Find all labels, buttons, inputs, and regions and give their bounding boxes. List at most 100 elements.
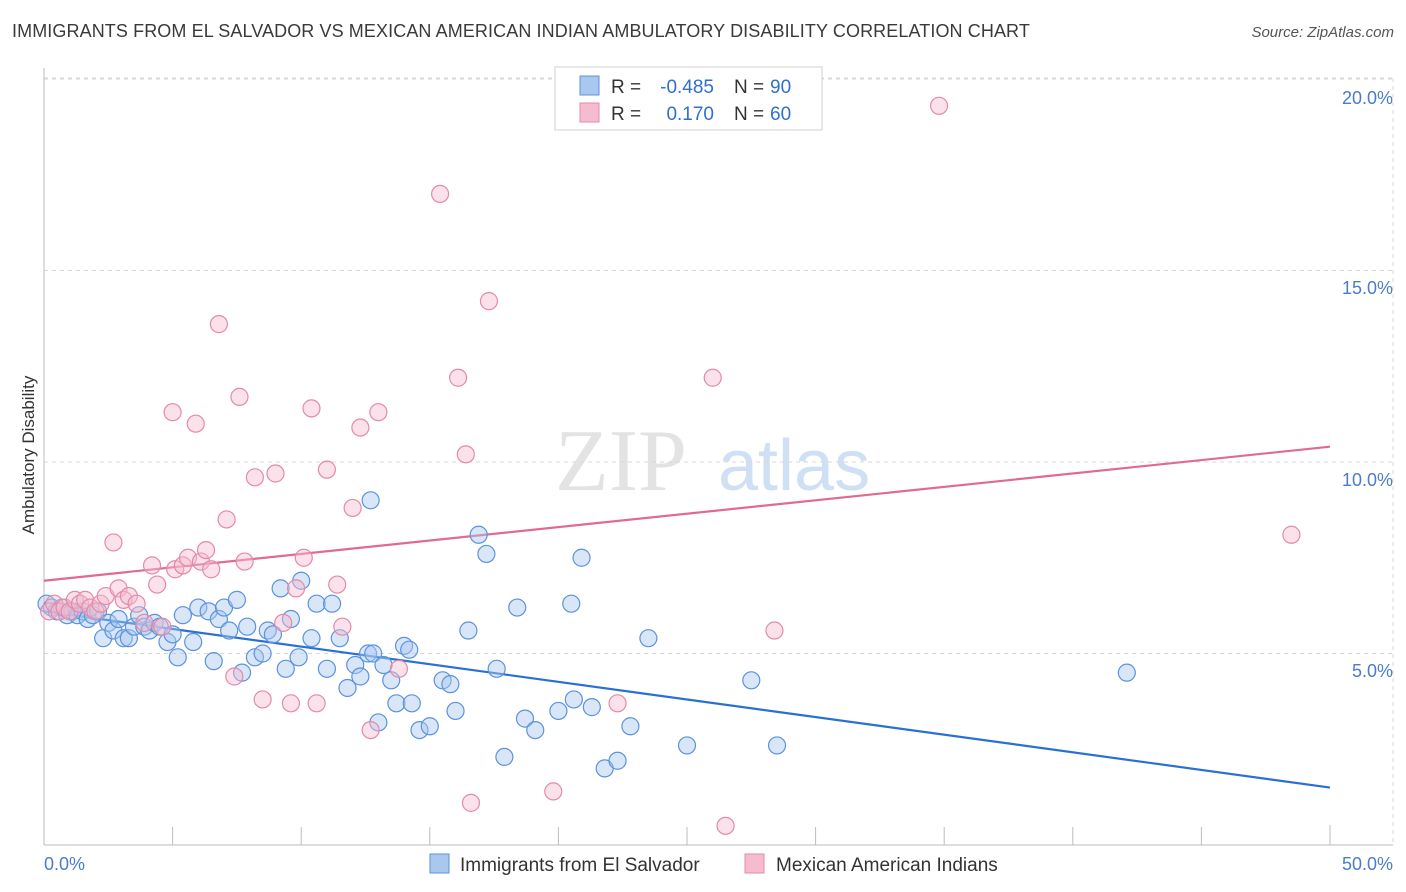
series-legend-label-blue: Immigrants from El Salvador	[460, 855, 700, 876]
point-mexican-american-indian-12	[104, 533, 123, 552]
point-salvador-73	[515, 709, 535, 728]
stats-legend: R = -0.485 N = 90 R = 0.170 N = 60	[554, 66, 823, 131]
point-mexican-american-indian-20	[153, 617, 172, 636]
point-salvador-41	[271, 579, 290, 598]
point-salvador-62	[410, 720, 429, 740]
point-salvador-31	[209, 609, 228, 629]
point-mexican-american-indian-49	[369, 403, 388, 422]
point-salvador-87	[767, 736, 787, 755]
point-salvador-81	[608, 751, 627, 770]
point-mexican-american-indian-47	[351, 418, 370, 437]
x-tick-label-min: 0.0%	[44, 854, 85, 874]
axes	[43, 68, 1393, 846]
point-mexican-american-indian-21	[163, 403, 182, 422]
point-mexican-american-indian-29	[209, 315, 228, 334]
point-mexican-american-indian-30	[217, 510, 236, 529]
point-salvador-79	[582, 698, 601, 717]
point-salvador-76	[562, 594, 581, 613]
point-salvador-25	[168, 648, 187, 667]
point-mexican-american-indian-26	[191, 552, 210, 571]
point-mexican-american-indian-43	[317, 460, 337, 479]
point-mexican-american-indian-44	[328, 575, 347, 594]
point-salvador-47	[307, 594, 326, 613]
point-salvador-34	[227, 590, 246, 609]
y-tick-label-15: 15.0%	[1342, 278, 1393, 298]
point-salvador-69	[477, 544, 496, 564]
point-salvador-29	[199, 602, 218, 621]
point-mexican-american-indian-27	[196, 540, 216, 560]
point-salvador-28	[189, 598, 208, 617]
point-salvador-44	[289, 648, 308, 667]
point-salvador-84	[361, 491, 380, 510]
point-salvador-51	[338, 678, 357, 698]
point-mexican-american-indian-16	[127, 594, 146, 613]
point-salvador-86	[742, 671, 761, 690]
point-mexican-american-indian-57	[608, 694, 627, 713]
point-salvador-24	[163, 625, 182, 644]
point-mexican-american-indian-38	[281, 694, 301, 713]
point-mexican-american-indian-19	[148, 575, 167, 594]
point-mexican-american-indian-37	[274, 613, 293, 632]
point-mexican-american-indian-42	[307, 694, 326, 713]
legend-n-value-1: 90	[770, 77, 791, 98]
y-tick-label-10: 10.0%	[1342, 470, 1393, 490]
trend-lines	[43, 445, 1331, 789]
source-credit: Source: ZipAtlas.com	[1251, 24, 1394, 41]
point-salvador-52	[346, 655, 365, 675]
point-salvador-30	[204, 652, 223, 671]
point-mexican-american-indian-35	[253, 690, 272, 709]
point-mexican-american-indian-31	[225, 667, 244, 686]
point-salvador-72	[508, 598, 527, 617]
point-mexican-american-indian-53	[456, 445, 475, 464]
legend-r-value-1: -0.485	[660, 77, 714, 98]
point-salvador-55	[364, 644, 383, 663]
point-salvador-74	[526, 720, 545, 740]
legend-r-value-2: 0.170	[666, 104, 714, 125]
point-mexican-american-indian-60	[929, 96, 949, 115]
point-salvador-38	[253, 644, 272, 663]
trend-line-mexican-american-indian	[43, 445, 1331, 582]
point-mexican-american-indian-40	[294, 548, 313, 567]
point-mexican-american-indian-13	[109, 579, 128, 598]
legend-swatch-blue	[579, 75, 600, 96]
legend-r-label-1: R =	[611, 77, 641, 98]
point-salvador-27	[184, 632, 203, 652]
point-mexican-american-indian-25	[186, 414, 205, 433]
point-salvador-15	[114, 629, 133, 648]
y-axis-label: Ambulatory Disability	[19, 375, 38, 534]
series-legend-label-pink: Mexican American Indians	[776, 855, 998, 876]
y-tick-label-20: 20.0%	[1342, 88, 1393, 108]
point-mexican-american-indian-17	[135, 613, 154, 632]
point-salvador-77	[564, 690, 583, 709]
series-legend-swatch-pink	[744, 853, 765, 874]
point-salvador-57	[374, 655, 393, 675]
legend-n-value-2: 60	[770, 104, 791, 125]
point-mexican-american-indian-62	[716, 816, 735, 835]
point-salvador-33	[220, 621, 239, 640]
point-mexican-american-indian-33	[235, 552, 254, 571]
point-salvador-50	[330, 629, 349, 648]
point-salvador-17	[124, 617, 144, 636]
point-salvador-53	[351, 667, 370, 686]
point-mexican-american-indian-45	[333, 617, 352, 636]
point-salvador-70	[487, 659, 506, 678]
point-mexican-american-indian-52	[448, 368, 468, 387]
point-salvador-14	[109, 609, 128, 629]
legend-swatch-pink	[579, 102, 600, 123]
point-mexican-american-indian-58	[703, 368, 722, 387]
point-salvador-75	[549, 701, 568, 721]
point-mexican-american-indian-41	[302, 399, 321, 418]
point-salvador-85	[677, 736, 697, 755]
point-salvador-66	[446, 701, 465, 721]
point-salvador-65	[441, 675, 460, 694]
point-salvador-61	[402, 694, 421, 713]
point-mexican-american-indian-50	[389, 659, 409, 678]
data-points	[37, 96, 1301, 835]
point-salvador-63	[420, 717, 439, 736]
point-mexican-american-indian-18	[142, 556, 162, 575]
point-mexican-american-indian-54	[461, 793, 481, 812]
point-mexican-american-indian-59	[765, 621, 784, 640]
point-salvador-59	[387, 694, 406, 713]
point-salvador-49	[322, 594, 342, 613]
